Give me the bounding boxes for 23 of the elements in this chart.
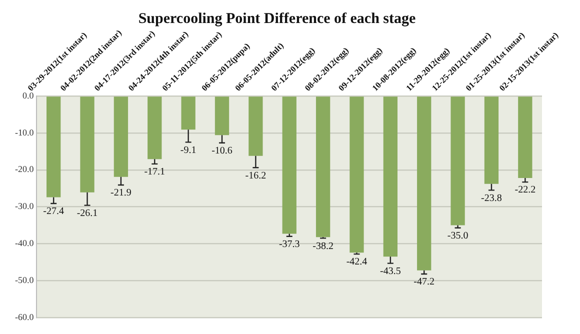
data-label: -22.2 [514, 184, 536, 196]
y-tick-label: -40.0 [14, 238, 34, 248]
y-tick-label: 0.0 [22, 90, 34, 100]
y-tick-label: -50.0 [14, 275, 34, 286]
data-label: -23.8 [481, 192, 502, 204]
chart-title: Supercooling Point Difference of each stage [138, 10, 416, 27]
data-label: -27.4 [43, 206, 64, 218]
data-label: -26.1 [76, 208, 98, 219]
data-label: -47.2 [414, 276, 435, 288]
y-tick-label: -60.0 [14, 312, 34, 322]
y-tick-label: -10.0 [14, 127, 34, 138]
data-label: -38.2 [312, 240, 334, 252]
data-label: -17.1 [144, 166, 166, 178]
data-label: -37.3 [278, 238, 300, 250]
data-label: -42.4 [346, 256, 368, 268]
data-label: -43.5 [380, 266, 401, 277]
data-label: -16.2 [245, 170, 266, 182]
data-label: -35.0 [447, 230, 468, 242]
y-tick-label: -30.0 [14, 201, 34, 212]
data-label: -21.9 [110, 188, 132, 199]
data-label: -10.6 [212, 146, 232, 157]
data-label: -9.1 [180, 144, 196, 156]
y-tick-label: -20.0 [14, 164, 34, 174]
